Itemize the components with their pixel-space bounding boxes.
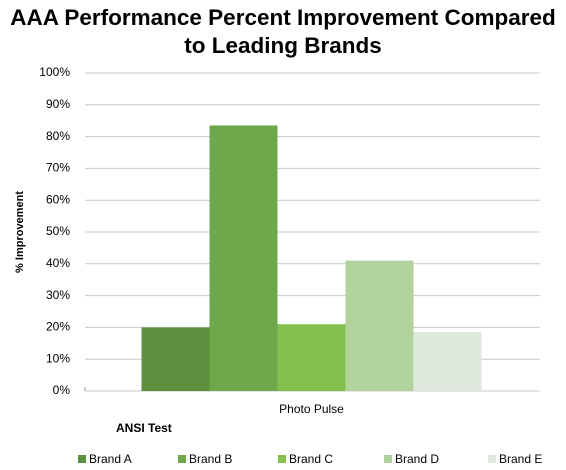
legend-swatch bbox=[178, 455, 186, 463]
bar bbox=[345, 260, 414, 391]
y-tick-label: 100% bbox=[39, 65, 70, 79]
y-tick-label: 10% bbox=[46, 351, 70, 365]
y-tick-label: 50% bbox=[46, 224, 70, 238]
y-tick-label: 90% bbox=[46, 97, 70, 111]
legend-label: Brand A bbox=[89, 452, 132, 466]
bar bbox=[141, 327, 210, 391]
legend-swatch bbox=[384, 455, 392, 463]
y-tick-label: 30% bbox=[46, 288, 70, 302]
y-tick-label: 70% bbox=[46, 161, 70, 175]
legend-swatch bbox=[278, 455, 286, 463]
y-axis-label: % Improvement bbox=[14, 191, 26, 273]
x-tick-label: Photo Pulse bbox=[279, 402, 344, 416]
legend-label: Brand C bbox=[289, 452, 333, 466]
y-tick-label: 20% bbox=[46, 320, 70, 334]
bar bbox=[209, 125, 278, 391]
y-tick-label: 80% bbox=[46, 129, 70, 143]
legend-label: Brand E bbox=[499, 452, 542, 466]
bar bbox=[277, 324, 346, 391]
legend-label: Brand B bbox=[189, 452, 232, 466]
legend-label: Brand D bbox=[395, 452, 439, 466]
y-tick-label: 40% bbox=[46, 256, 70, 270]
annotation: ANSI Test bbox=[116, 421, 172, 435]
legend-swatch bbox=[78, 455, 86, 463]
bar bbox=[413, 332, 482, 391]
chart-title: AAA Performance Percent Improvement Comp… bbox=[10, 5, 556, 58]
y-tick-label: 0% bbox=[53, 383, 71, 397]
legend-swatch bbox=[488, 455, 496, 463]
y-tick-label: 60% bbox=[46, 192, 70, 206]
